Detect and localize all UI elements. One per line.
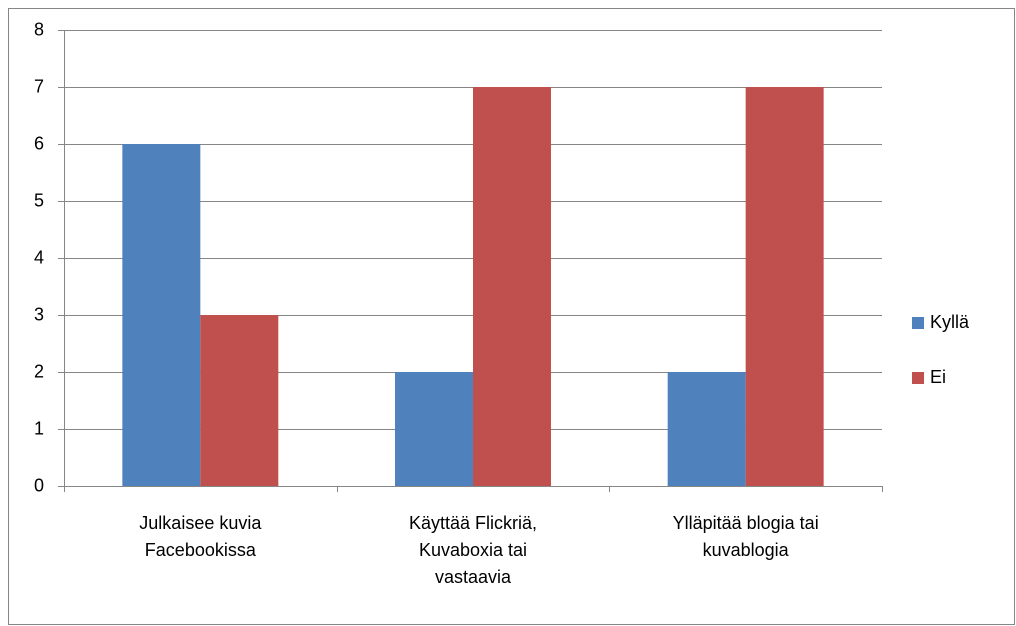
y-tick-label: 8	[34, 19, 44, 39]
bar	[395, 372, 473, 486]
x-tick-label: Ylläpitää blogia tai kuvablogia	[672, 513, 819, 560]
legend-swatch	[912, 317, 924, 329]
legend-label: Kyllä	[930, 312, 970, 332]
bar	[200, 315, 279, 486]
legend-label: Ei	[930, 367, 946, 387]
bar	[745, 87, 824, 486]
y-tick-label: 4	[34, 247, 44, 267]
bar	[667, 372, 746, 486]
x-tick-label: Julkaisee kuvia Facebookissa	[139, 513, 262, 560]
y-tick-label: 2	[34, 361, 44, 381]
y-tick-label: 6	[34, 133, 44, 153]
legend-swatch	[912, 372, 924, 384]
y-tick-label: 0	[34, 475, 44, 495]
x-tick-label: Käyttää Flickriä, Kuvaboxia tai vastaavi…	[408, 513, 538, 587]
y-tick-label: 5	[34, 190, 44, 210]
bar	[473, 87, 551, 486]
y-tick-label: 3	[34, 304, 44, 324]
y-tick-label: 1	[34, 418, 44, 438]
y-tick-label: 7	[34, 76, 44, 96]
bar	[122, 144, 201, 486]
